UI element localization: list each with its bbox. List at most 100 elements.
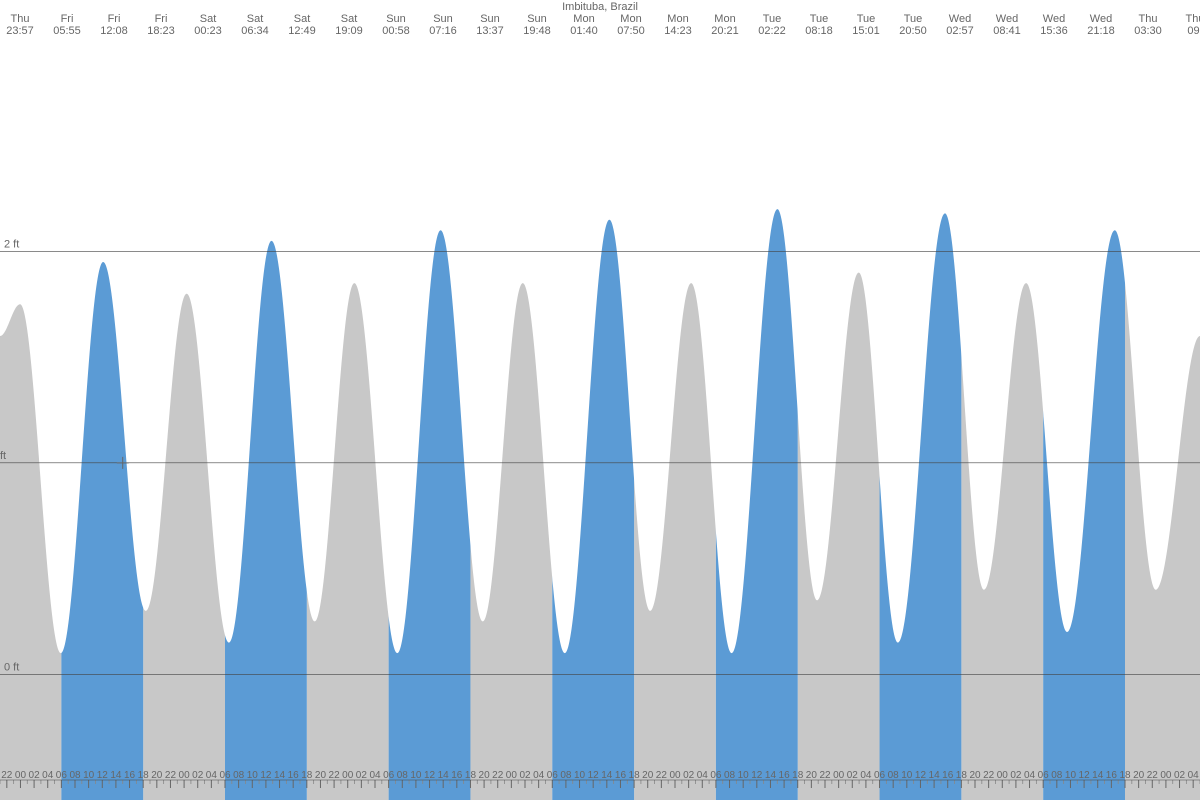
x-axis-label: 20 [151, 770, 163, 781]
x-axis-label: 18 [792, 770, 804, 781]
x-axis-label: 02 [192, 770, 204, 781]
x-axis-label: 12 [915, 770, 927, 781]
header-day: Tue [763, 13, 782, 25]
header-day: Wed [1043, 13, 1065, 25]
header-time: 21:18 [1087, 25, 1115, 37]
x-axis-label: 02 [847, 770, 859, 781]
x-axis-label: 14 [1092, 770, 1104, 781]
x-axis-label: 14 [110, 770, 122, 781]
x-axis-label: 20 [806, 770, 818, 781]
header-day: Sun [433, 13, 453, 25]
x-axis-label: 18 [301, 770, 313, 781]
x-axis-label: 02 [683, 770, 695, 781]
header-time: 15:01 [852, 25, 880, 37]
x-axis-label: 18 [465, 770, 477, 781]
header-day: Sun [386, 13, 406, 25]
header-day: Mon [620, 13, 641, 25]
x-axis-label: 04 [206, 770, 218, 781]
x-axis-label: 18 [629, 770, 641, 781]
header-day: Sat [341, 13, 358, 25]
y-axis-label: ft [0, 450, 6, 462]
x-axis-label: 04 [860, 770, 872, 781]
x-axis-label: 20 [479, 770, 491, 781]
x-axis-label: 22 [492, 770, 504, 781]
x-axis-label: 14 [929, 770, 941, 781]
header-day: Thu [1139, 13, 1158, 25]
header-time: 18:23 [147, 25, 175, 37]
x-axis-label: 06 [219, 770, 231, 781]
x-axis-label: 14 [765, 770, 777, 781]
x-axis-label: 16 [124, 770, 136, 781]
x-axis-label: 22 [1, 770, 13, 781]
header-day: Mon [714, 13, 735, 25]
x-axis-label: 12 [260, 770, 272, 781]
header-time: 20:21 [711, 25, 739, 37]
x-axis-label: 08 [1051, 770, 1063, 781]
x-axis-label: 08 [560, 770, 572, 781]
header-day: Fri [155, 13, 168, 25]
x-axis-label: 00 [833, 770, 845, 781]
header-time: 02:57 [946, 25, 974, 37]
x-axis-label: 04 [533, 770, 545, 781]
x-axis-label: 20 [642, 770, 654, 781]
header-time: 23:57 [6, 25, 34, 37]
header-day: Sat [294, 13, 311, 25]
x-axis-label: 22 [656, 770, 668, 781]
x-axis-label: 10 [247, 770, 259, 781]
header-day: Sun [480, 13, 500, 25]
header-time: 08:18 [805, 25, 833, 37]
x-axis-label: 06 [547, 770, 559, 781]
x-axis-label: 20 [1133, 770, 1145, 781]
y-axis-label: 2 ft [4, 238, 19, 250]
header-time: 06:34 [241, 25, 269, 37]
header-time: 07:16 [429, 25, 457, 37]
x-axis-label: 16 [451, 770, 463, 781]
x-axis-label: 18 [956, 770, 968, 781]
x-axis-label: 06 [1038, 770, 1050, 781]
x-axis-label: 02 [519, 770, 531, 781]
x-axis-label: 22 [983, 770, 995, 781]
x-axis-label: 10 [738, 770, 750, 781]
x-axis-label: 18 [1119, 770, 1131, 781]
header-time: 13:37 [476, 25, 504, 37]
header-time: 19:09 [335, 25, 363, 37]
header-day: Thu [11, 13, 30, 25]
header-day: Sat [247, 13, 264, 25]
header-time: 14:23 [664, 25, 692, 37]
header-time: 02:22 [758, 25, 786, 37]
header-day: Thu [1186, 13, 1200, 25]
header-time: 20:50 [899, 25, 927, 37]
header-time: 09: [1187, 25, 1200, 37]
x-axis-label: 08 [397, 770, 409, 781]
tide-chart-svg: 0 ft2 ftft220002040608101214161820220002… [0, 0, 1200, 800]
x-axis-label: 02 [356, 770, 368, 781]
x-axis-label: 22 [1147, 770, 1159, 781]
header-time: 15:36 [1040, 25, 1068, 37]
x-axis-label: 04 [42, 770, 54, 781]
x-axis-label: 12 [751, 770, 763, 781]
x-axis-label: 06 [874, 770, 886, 781]
header-time: 03:30 [1134, 25, 1162, 37]
header-day: Tue [810, 13, 829, 25]
x-axis-label: 06 [383, 770, 395, 781]
x-axis-label: 16 [779, 770, 791, 781]
x-axis-label: 10 [574, 770, 586, 781]
x-axis-label: 10 [901, 770, 913, 781]
x-axis-label: 14 [274, 770, 286, 781]
header-time: 07:50 [617, 25, 645, 37]
x-axis-label: 04 [1024, 770, 1036, 781]
header-time: 12:08 [100, 25, 128, 37]
header-time: 19:48 [523, 25, 551, 37]
header-time: 00:23 [194, 25, 222, 37]
x-axis-label: 16 [615, 770, 627, 781]
header-day: Sat [200, 13, 217, 25]
header-day: Fri [61, 13, 74, 25]
header-day: Mon [667, 13, 688, 25]
x-axis-label: 02 [1010, 770, 1022, 781]
x-axis-label: 20 [969, 770, 981, 781]
x-axis-label: 16 [288, 770, 300, 781]
x-axis-label: 00 [342, 770, 354, 781]
x-axis-label: 10 [410, 770, 422, 781]
header-day: Tue [857, 13, 876, 25]
x-axis-label: 04 [369, 770, 381, 781]
